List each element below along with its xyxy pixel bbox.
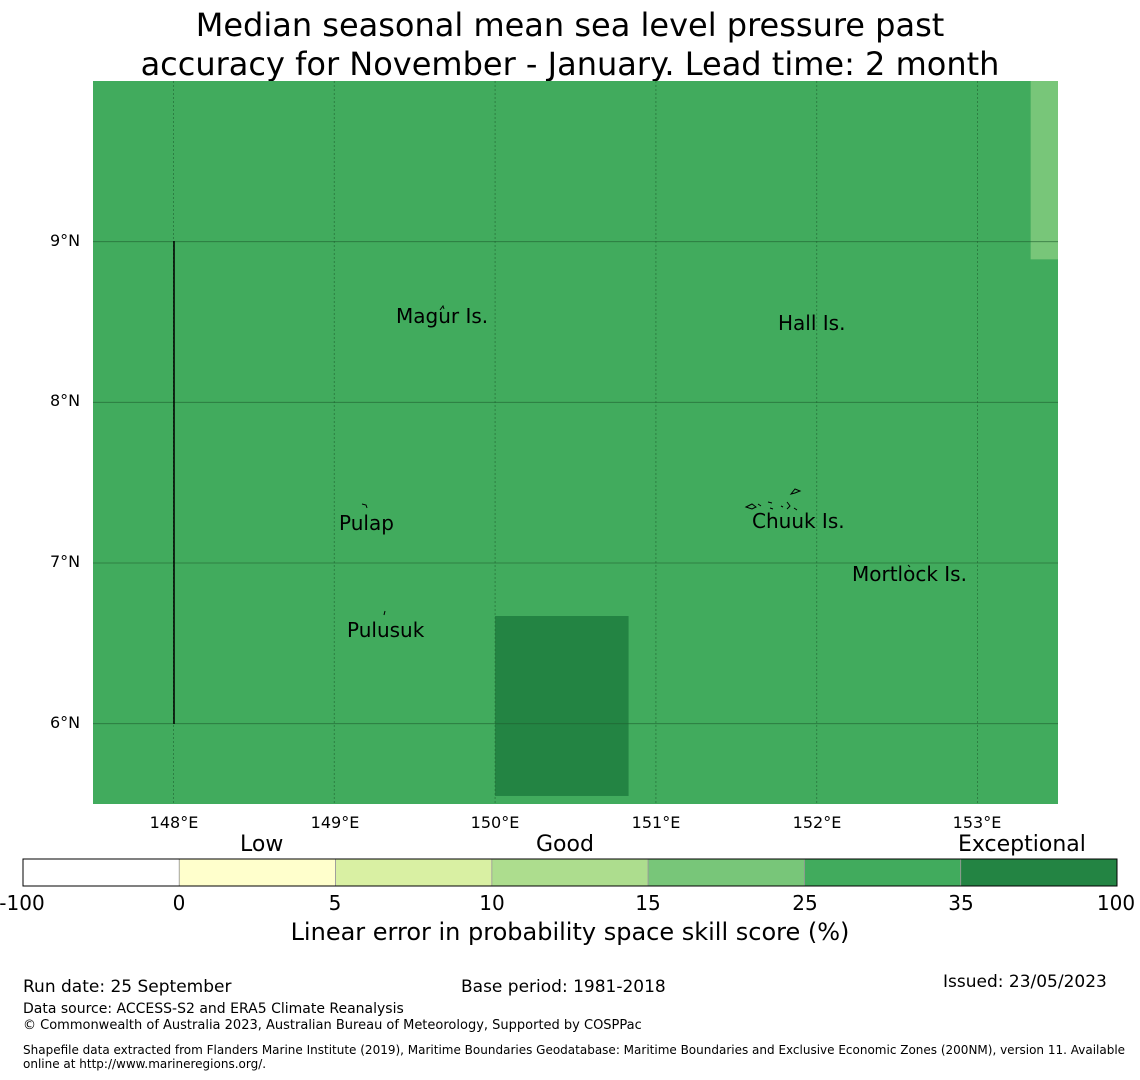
shapefile-credit-line-1: Shapefile data extracted from Flanders M… (23, 1043, 1126, 1057)
colorbar-border (22, 858, 1118, 887)
lon-label-150e: 150°E (470, 813, 520, 832)
colorbar-segment (22, 858, 180, 887)
colorbar-tick: 35 (948, 891, 974, 915)
colorbar-segment (335, 858, 493, 887)
lat-label-8n: 8°N (50, 391, 81, 410)
data-source: Data source: ACCESS-S2 and ERA5 Climate … (23, 1001, 404, 1017)
colorbar-segment (178, 858, 336, 887)
colorbar-segment (960, 858, 1118, 887)
copyright: © Commonwealth of Australia 2023, Austra… (23, 1018, 642, 1033)
lat-label-6n: 6°N (50, 713, 81, 732)
issued-date: Issued: 23/05/2023 (943, 972, 1107, 992)
base-period: Base period: 1981-2018 (461, 977, 666, 997)
lat-label-7n: 7°N (50, 552, 81, 571)
skill-cells (93, 81, 1058, 804)
run-date: Run date: 25 September (23, 977, 232, 997)
colorbar-tick: 15 (635, 891, 661, 915)
chuuk-island-outline (744, 488, 802, 511)
lon-label-151e: 151°E (631, 813, 681, 832)
lat-label-9n: 9°N (50, 231, 81, 250)
skill-cell-1 (1030, 81, 1058, 260)
place-label-chuuk: Chuuk Is. (752, 509, 845, 533)
lon-label-152e: 152°E (792, 813, 842, 832)
legend-category-low: Low (240, 832, 284, 857)
colorbar-segment (804, 858, 962, 887)
magur-island-outline (439, 304, 445, 311)
island-outlines (361, 304, 911, 616)
place-label-mortlock: Mortlock Is. (852, 562, 967, 586)
place-label-magur: Magur Is. (396, 304, 489, 328)
place-label-pulap: Pulap (339, 511, 394, 535)
map-title-line-2: accuracy for November - January. Lead ti… (140, 45, 1000, 83)
colorbar-tick: 0 (172, 891, 186, 915)
skill-cell-2 (495, 616, 629, 796)
pulap-island-outline (361, 503, 368, 509)
lon-label-148e: 148°E (149, 813, 199, 832)
colorbar-tick: -100 (0, 891, 45, 915)
legend-category-exceptional: Exceptional (958, 832, 1086, 857)
map-title-line-1: Median seasonal mean sea level pressure … (195, 6, 945, 44)
colorbar-segment (647, 858, 805, 887)
colorbar-tick: 100 (1096, 891, 1136, 915)
shapefile-credit-line-2: online at http://www.marineregions.org/. (23, 1057, 267, 1071)
colorbar-segment (491, 858, 649, 887)
colorbar-tick: 25 (792, 891, 818, 915)
graticule (93, 81, 1058, 804)
pulusuk-island-outline (383, 610, 386, 616)
colorbar-tick: 10 (479, 891, 505, 915)
lon-label-149e: 149°E (310, 813, 360, 832)
place-label-hall: Hall Is. (778, 311, 846, 335)
colorbar-title: Linear error in probability space skill … (290, 918, 850, 946)
legend-category-good: Good (536, 832, 594, 857)
lon-label-153e: 153°E (952, 813, 1002, 832)
colorbar-tick: 5 (328, 891, 342, 915)
place-label-pulusuk: Pulusuk (347, 618, 425, 642)
mortlock-island-outline (907, 564, 911, 568)
